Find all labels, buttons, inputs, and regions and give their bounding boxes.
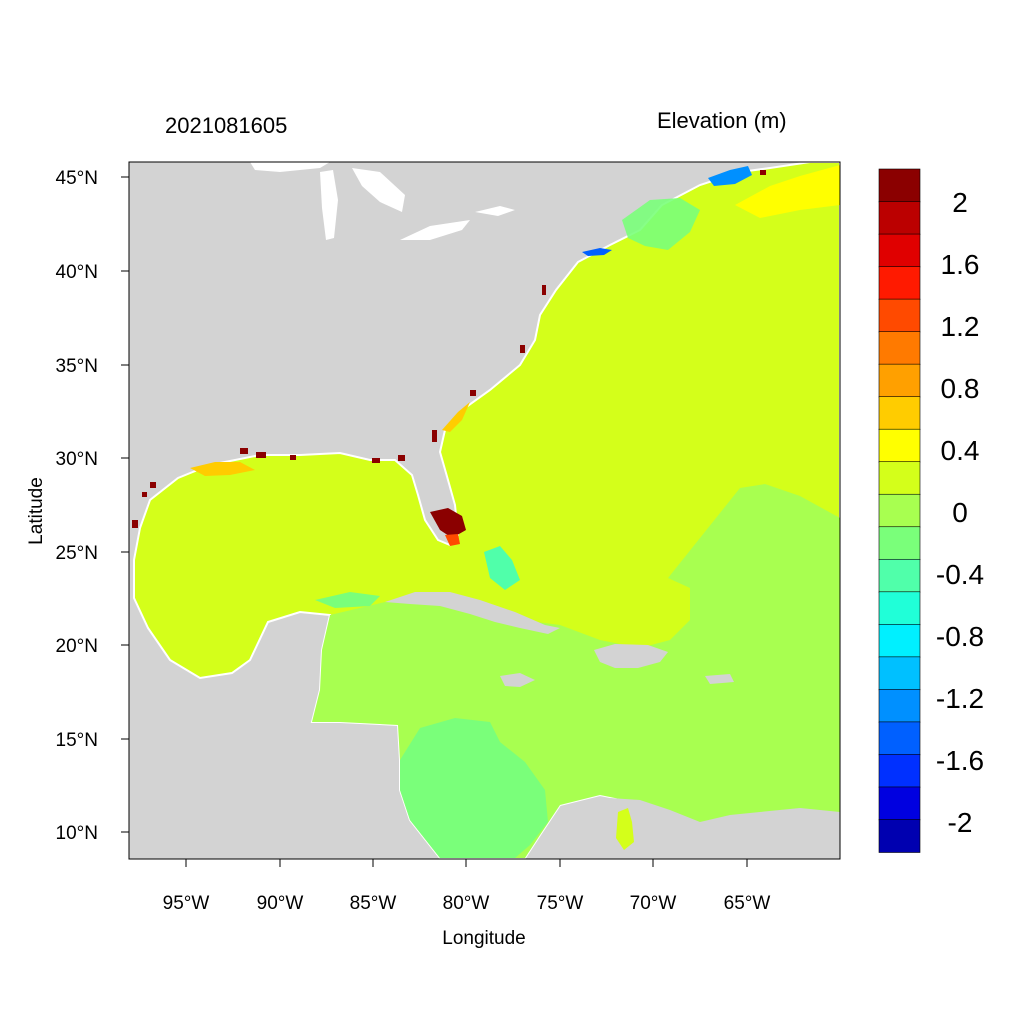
colorbar-swatch xyxy=(878,428,921,463)
y-tick-label: 10°N xyxy=(56,823,98,844)
x-tick-label: 85°W xyxy=(350,893,397,914)
lake-maracaibo xyxy=(616,808,634,850)
x-tick-label: 65°W xyxy=(724,893,771,914)
y-tick-label: 35°N xyxy=(56,356,98,377)
x-tick-label: 80°W xyxy=(443,893,490,914)
y-tick-label: 30°N xyxy=(56,449,98,470)
x-tick-label: 90°W xyxy=(257,893,304,914)
colorbar-label: 0.8 xyxy=(941,373,980,404)
colorbar-swatch xyxy=(878,331,921,365)
colorbar-swatch xyxy=(878,266,921,300)
bay-of-fundy-low xyxy=(708,166,752,186)
gulf-coast-high xyxy=(190,462,255,476)
coastal-inundation xyxy=(132,170,766,528)
colorbar-swatch xyxy=(878,233,921,268)
jamaica-island xyxy=(500,673,535,687)
colorbar xyxy=(878,168,921,853)
hispaniola-island xyxy=(594,644,668,668)
south-florida-surge xyxy=(430,508,466,538)
colorbar-swatch xyxy=(878,396,921,430)
x-axis-title: Longitude xyxy=(442,928,525,949)
colorbar-swatch xyxy=(878,754,921,788)
y-ticks xyxy=(121,176,129,833)
colorbar-swatch xyxy=(878,363,921,398)
map-plot-area xyxy=(129,162,840,859)
colorbar-swatch xyxy=(878,624,921,658)
cuba-island xyxy=(385,592,560,634)
puerto-rico-island xyxy=(705,674,734,684)
scotian-shelf-high xyxy=(735,165,840,218)
y-tick-label: 20°N xyxy=(56,636,98,657)
x-ticks xyxy=(185,859,748,867)
lake-ontario xyxy=(475,206,515,216)
y-tick-label: 40°N xyxy=(56,262,98,283)
colorbar-swatch xyxy=(878,526,921,561)
georgia-coast-high xyxy=(442,402,470,432)
y-tick-label: 25°N xyxy=(56,543,98,564)
y-axis-title: Latitude xyxy=(26,477,47,545)
long-island-low xyxy=(582,248,612,256)
colorbar-swatch xyxy=(878,786,921,821)
colorbar-label: -0.8 xyxy=(936,621,984,652)
colorbar-swatch xyxy=(878,493,921,528)
colorbar-label: -1.6 xyxy=(936,745,984,776)
florida-keys-surge xyxy=(445,534,460,546)
y-tick-label: 45°N xyxy=(56,168,98,189)
colorbar-swatch xyxy=(878,558,921,593)
colorbar-swatch xyxy=(878,201,921,235)
colorbar-label: -2 xyxy=(948,807,973,838)
lake-huron xyxy=(352,168,405,212)
y-tick-label: 15°N xyxy=(56,730,98,751)
colorbar-label: 1.2 xyxy=(941,311,980,342)
plot-frame xyxy=(128,161,841,860)
colorbar-swatch xyxy=(878,721,921,756)
lake-superior xyxy=(250,162,330,172)
colorbar-label: 2 xyxy=(952,187,968,218)
variable-title: Elevation (m) xyxy=(657,108,787,133)
bahamas-banks xyxy=(484,546,520,590)
colorbar-swatch xyxy=(878,298,921,333)
x-tick-label: 70°W xyxy=(630,893,677,914)
colorbar-swatch xyxy=(878,461,921,496)
x-tick-label: 75°W xyxy=(537,893,584,914)
lake-erie xyxy=(400,220,470,240)
cuba-north-low xyxy=(315,592,380,608)
colorbar-label: -1.2 xyxy=(936,683,984,714)
colorbar-swatch xyxy=(878,168,921,203)
x-tick-label: 95°W xyxy=(163,893,210,914)
colorbar-label: 0.4 xyxy=(941,435,980,466)
colorbar-swatch xyxy=(878,819,921,853)
south-america-coast xyxy=(540,798,840,859)
colorbar-label: -0.4 xyxy=(936,559,984,590)
colombia-basin xyxy=(400,718,548,858)
lake-michigan xyxy=(320,170,338,240)
gulf-of-maine-anomaly xyxy=(622,198,700,250)
colorbar-swatch xyxy=(878,656,921,691)
colorbar-swatch xyxy=(878,591,921,626)
timestamp-title: 2021081605 xyxy=(165,113,288,138)
colorbar-label: 0 xyxy=(952,497,968,528)
colorbar-label: 1.6 xyxy=(941,249,980,280)
colorbar-swatch xyxy=(878,689,921,723)
